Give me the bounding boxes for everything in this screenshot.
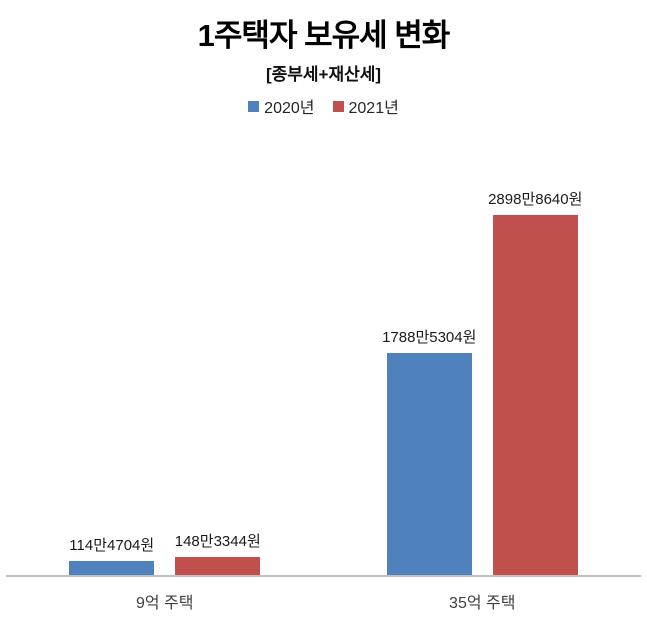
legend-label-2020: 2020년 bbox=[264, 100, 315, 117]
legend-swatch-2021 bbox=[332, 100, 344, 112]
legend-item-2020: 2020년 bbox=[248, 94, 315, 118]
category-label: 9억 주택 bbox=[135, 595, 194, 612]
legend: 2020년 2021년 bbox=[0, 94, 647, 118]
bar-value-label: 2898만8640원 bbox=[488, 191, 583, 208]
chart-subtitle: [종부세+재산세] bbox=[265, 65, 382, 84]
plot-area: 9억 주택 114만4704원 148만3344원 35억 주택 1788만5304원 2… bbox=[6, 150, 641, 612]
bar bbox=[386, 353, 472, 575]
legend-label-2021: 2021년 bbox=[348, 100, 399, 117]
category-label: 35억 주택 bbox=[449, 595, 516, 612]
chart-title: 1주택자 보유세 변화 bbox=[197, 18, 451, 53]
bar bbox=[492, 215, 578, 575]
bar-value-label: 1788만5304원 bbox=[382, 329, 477, 346]
legend-swatch-2020 bbox=[248, 100, 260, 112]
x-axis-line bbox=[6, 575, 641, 577]
bar-value-label: 114만4704원 bbox=[69, 537, 155, 554]
bar-value-label: 148만3344원 bbox=[174, 533, 261, 550]
bar bbox=[175, 557, 261, 575]
bar bbox=[69, 561, 155, 575]
legend-item-2021: 2021년 bbox=[332, 94, 399, 118]
